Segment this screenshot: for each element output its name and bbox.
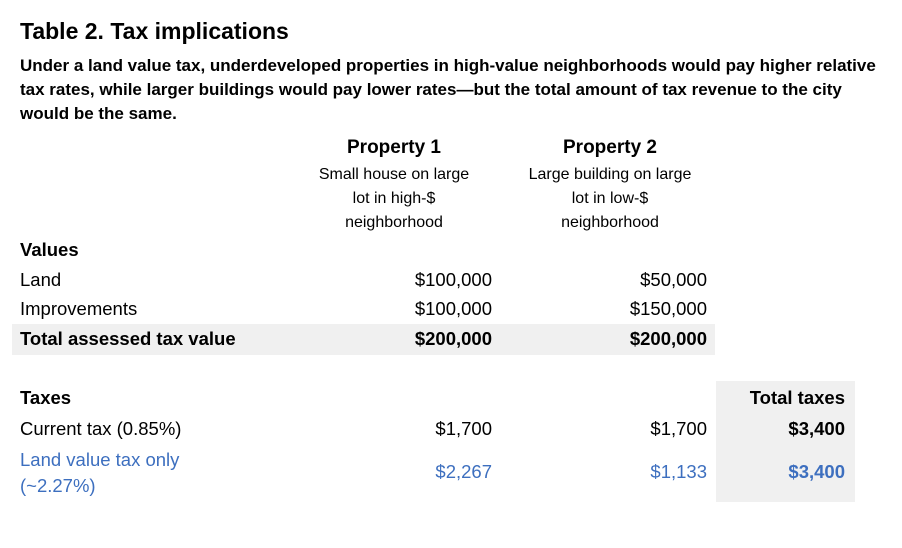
table-title: Table 2. Tax implications	[20, 18, 289, 44]
total-row-band	[12, 324, 715, 355]
total-taxes-header: Total taxes	[749, 387, 845, 408]
values-section-header: Values	[20, 239, 79, 260]
property-1-desc-line: Small house on large	[318, 166, 470, 183]
property-2-desc-line: lot in low-$	[571, 190, 649, 207]
property-2-header: Property 2	[563, 137, 657, 158]
total-taxes-band	[716, 381, 855, 502]
land-value-tax-label-line: Land value tax only	[20, 449, 180, 470]
land-value-p1: $100,000	[414, 269, 492, 290]
land-value-tax-total: $3,400	[788, 461, 845, 482]
property-2-description: Large building on large lot in low-$ nei…	[500, 163, 720, 235]
current-tax-label: Current tax (0.85%)	[20, 418, 182, 439]
land-value-p2: $50,000	[640, 269, 707, 290]
property-1-description: Small house on large lot in high-$ neigh…	[295, 163, 493, 235]
land-label: Land	[20, 269, 62, 290]
land-value-tax-p1: $2,267	[435, 461, 492, 482]
table-subtitle: Under a land value tax, underdeveloped p…	[20, 56, 876, 123]
current-tax-p2: $1,700	[650, 418, 707, 439]
property-2-desc-line: Large building on large	[528, 166, 692, 183]
current-tax-p1: $1,700	[435, 418, 492, 439]
taxes-section-header: Taxes	[20, 387, 72, 408]
property-1-desc-line: lot in high-$	[352, 190, 436, 207]
total-assessed-p1: $200,000	[414, 328, 492, 349]
current-tax-total: $3,400	[788, 418, 845, 439]
improvements-value-p2: $150,000	[629, 298, 707, 319]
land-value-tax-label: Land value tax only (~2.27%)	[20, 447, 179, 499]
land-value-tax-rate: (~2.27%)	[20, 475, 96, 496]
property-1-desc-line: neighborhood	[345, 214, 443, 231]
improvements-label: Improvements	[20, 298, 138, 319]
property-1-header: Property 1	[347, 137, 441, 158]
improvements-value-p1: $100,000	[414, 298, 492, 319]
property-2-desc-line: neighborhood	[561, 214, 659, 231]
land-value-tax-p2: $1,133	[650, 461, 707, 482]
total-assessed-label: Total assessed tax value	[20, 328, 236, 349]
total-assessed-p2: $200,000	[629, 328, 707, 349]
